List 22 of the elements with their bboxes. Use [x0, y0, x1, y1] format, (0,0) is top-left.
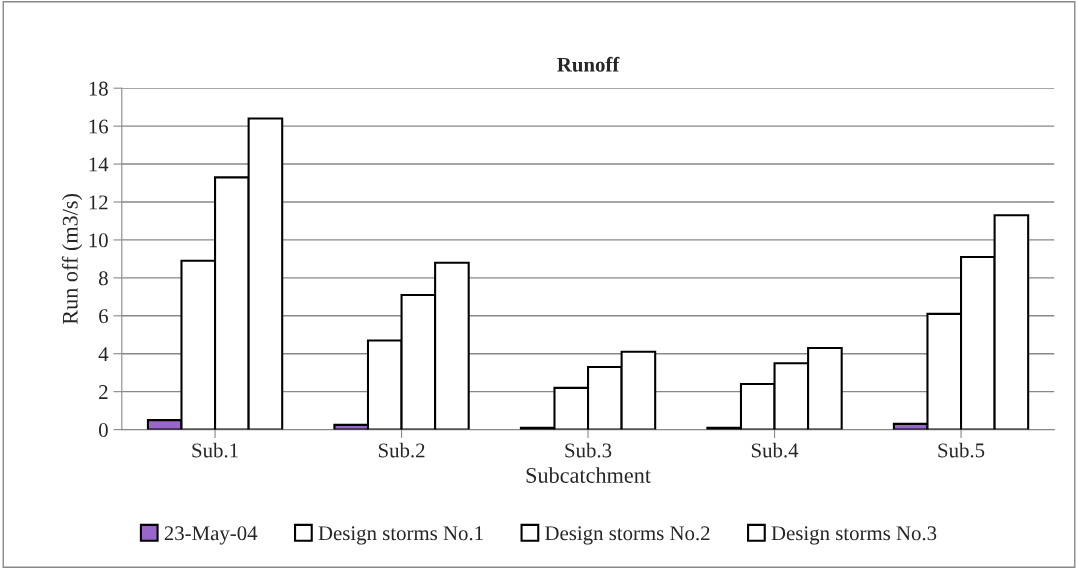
y-tick-label: 2: [99, 385, 108, 399]
chart-title: Runoff: [557, 56, 620, 72]
y-tick-label: 6: [99, 309, 108, 324]
y-axis-title: Run off (m3/s): [61, 194, 83, 325]
x-axis-title: Subcatchment: [526, 467, 651, 483]
y-tick-label: 0: [99, 422, 108, 438]
legend-label: Design storms No.1: [318, 526, 483, 545]
legend-label: Design storms No.2: [545, 526, 710, 545]
x-tick-label: Sub.4: [751, 442, 799, 458]
y-tick-label: 10: [89, 233, 108, 248]
y-tick-label: 12: [89, 195, 108, 210]
y-tick-label: 8: [99, 271, 108, 286]
y-tick-label: 4: [98, 347, 109, 361]
x-tick-label: Sub.2: [378, 442, 425, 458]
y-tick-label: 14: [89, 157, 109, 172]
x-tick-label: Sub.3: [565, 442, 612, 458]
y-tick-label: 18: [89, 81, 108, 96]
legend-label: 23-May-04: [164, 526, 258, 545]
legend-label: Design storms No.3: [771, 526, 937, 545]
y-tick-label: 16: [89, 119, 108, 134]
x-tick-label: Sub.5: [938, 442, 985, 458]
x-tick-label: Sub.1: [192, 442, 238, 458]
